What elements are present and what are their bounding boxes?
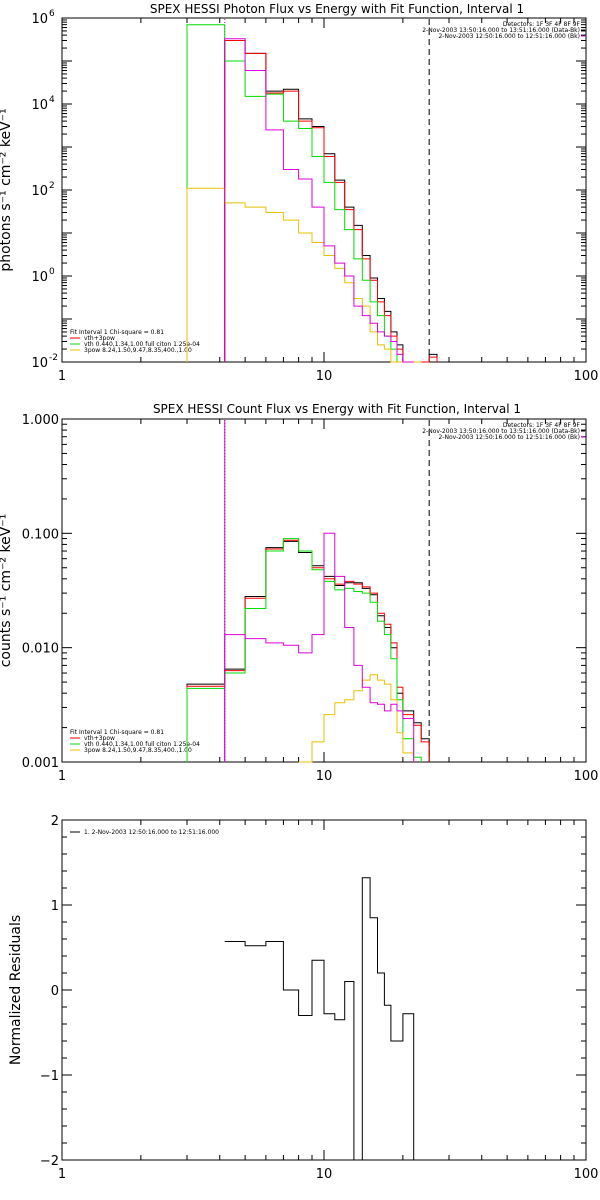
photon-info-line: Detectors: 1F 3F 4F 8F 9F [503,21,581,28]
resid-y-axis-label: Normalized Residuals [8,915,24,1065]
count-info-line: 2-Nov-2003 13:50:16.000 to 13:51:16.000 … [422,428,580,435]
count-x-tick-label: 100 [574,769,599,784]
count-x-tick-label: 10 [316,769,333,784]
count-flux-panel: SPEX HESSI Count Flux vs Energy with Fit… [0,402,598,784]
count-info-line: 2-Nov-2003 12:50:16.000 to 12:51:16.000 … [438,434,580,441]
resid-x-tick-label: 100 [574,1167,599,1182]
count-legend-entry: 3pow 8.24,1.50,9.47,8.35,400.,1.00 [84,747,192,754]
count-thermal-series [186,538,422,762]
photon-plot-frame [61,17,587,363]
count-y-tick-label: 1.000 [22,413,59,428]
count-info-line: Detectors: 1F 3F 4F 8F 9F [503,422,581,429]
photon-x-tick-label: 1 [58,369,66,384]
photon-y-tick-label: 10 [31,12,48,27]
photon-legend-entry: vth 0.440,1.34,1.00 full citon 1.25e-04 [84,341,200,348]
count-y-axis-label: counts s⁻¹ cm⁻² keV⁻¹ [0,514,14,668]
resid-y-tick-label: 2 [51,814,59,829]
photon-x-tick-label: 100 [574,369,599,384]
resid-data-series [224,877,430,1161]
photon-info-line: 2-Nov-2003 12:50:16.000 to 12:51:16.000 … [438,33,580,40]
photon-info-line: 2-Nov-2003 13:50:16.000 to 13:51:16.000 … [422,27,580,34]
photon-y-axis-label: photons s⁻¹ cm⁻² keV⁻¹ [0,108,14,271]
photon-x-tick-label: 10 [316,369,333,384]
photon-flux-panel: SPEX HESSI Photon Flux vs Energy with Fi… [0,2,598,384]
resid-x-tick-label: 10 [316,1167,333,1182]
count-data-series [186,540,430,762]
photon-y-tick-exponent: 4 [49,95,55,105]
count-y-tick-label: 0.010 [22,642,59,657]
resid-y-tick-label: −1 [40,1069,59,1084]
photon-y-tick-exponent: 0 [49,267,55,277]
count-background-series [224,532,415,762]
photon-panel-title: SPEX HESSI Photon Flux vs Energy with Fi… [150,2,524,16]
count-legend-entry: vth 0.440,1.34,1.00 full citon 1.25e-04 [84,741,200,748]
resid-y-tick-label: 1 [51,899,59,914]
photon-y-tick-exponent: 6 [49,9,55,19]
count-panel-title: SPEX HESSI Count Flux vs Energy with Fit… [153,402,521,416]
photon-power-series [186,187,422,363]
count-fit-label: Fit Interval 1 Chi-square = 0.81 [70,729,164,736]
photon-legend-entry: 3pow 8.24,1.50,9.47,8.35,400.,1.00 [84,347,192,354]
count-x-tick-label: 1 [58,769,66,784]
resid-legend-entry: 1. 2-Nov-2003 12:50:16.000 to 12:51:16.0… [84,829,219,836]
count-power-series [298,674,415,763]
photon-fit-label: Fit Interval 1 Chi-square = 0.81 [70,329,164,336]
photon-data-series [224,40,438,363]
photon-y-tick-label: 10 [31,98,48,113]
count-total-series [186,539,430,762]
photon-y-tick-exponent: 2 [49,181,55,191]
resid-y-tick-label: 0 [51,984,59,999]
photon-background-series [224,38,414,363]
count-legend-entry: vth+3pow [84,735,115,742]
photon-y-tick-label: 10 [31,356,48,371]
count-y-tick-label: 0.001 [22,756,59,771]
photon-y-tick-label: 10 [31,184,48,199]
photon-y-tick-exponent: -2 [49,353,58,363]
resid-y-tick-label: −2 [40,1154,59,1169]
resid-x-tick-label: 1 [58,1167,66,1182]
photon-legend-entry: vth+3pow [84,335,115,342]
count-y-tick-label: 0.100 [22,527,59,542]
residuals-panel: 1 10 100 −2 −1 0 1 2 Normalized Residuals 1. 2-No… [8,814,598,1182]
photon-total-series [224,40,438,363]
photon-y-tick-label: 10 [31,270,48,285]
